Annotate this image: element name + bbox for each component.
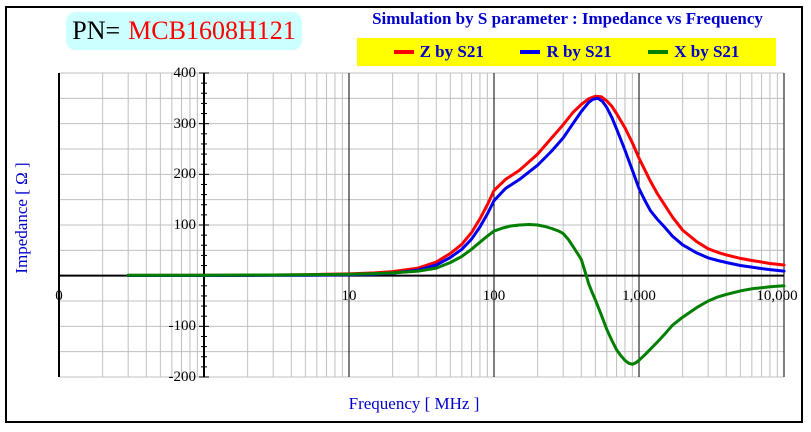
legend-swatch-x-icon (648, 50, 669, 54)
legend-label-r: R by S21 (546, 42, 612, 61)
curve-x-by-s21 (126, 223, 786, 366)
x-tick-label: 10,000 (756, 287, 798, 304)
legend-swatch-z-icon (393, 50, 414, 54)
x-axis-title: Frequency [ MHz ] (348, 394, 480, 413)
legend-label-x: X by S21 (674, 42, 740, 61)
x-tick-label: 10 (341, 287, 357, 304)
legend-item-r: R by S21 (520, 42, 612, 62)
chart-title: Simulation by S parameter : Impedance vs… (372, 9, 763, 28)
pn-prefix-label: PN= (72, 16, 121, 45)
part-number-box: PN= MCB1608H121 (66, 12, 302, 50)
x-tick-label: 100 (482, 287, 506, 304)
x-tick-label: 0 (55, 287, 63, 304)
y-tick-label: 400 (173, 65, 197, 81)
legend-item-x: X by S21 (648, 42, 739, 62)
outer-border (5, 6, 803, 423)
curve-r-by-s21 (126, 96, 786, 277)
legend-label-z: Z by S21 (419, 42, 484, 61)
legend: Z by S21 R by S21 X by S21 (357, 38, 776, 66)
y-tick-label: 100 (173, 217, 197, 233)
x-tick-label: 1,000 (622, 287, 656, 304)
y-tick-label: -200 (168, 369, 197, 385)
legend-item-z: Z by S21 (393, 42, 484, 62)
pn-value: MCB1608H121 (128, 16, 296, 45)
curve-z-by-s21 (126, 94, 786, 277)
y-tick-label: 200 (173, 166, 197, 183)
y-tick-label: 300 (173, 115, 197, 132)
y-tick-label: -100 (168, 318, 197, 335)
legend-swatch-r-icon (520, 50, 541, 54)
